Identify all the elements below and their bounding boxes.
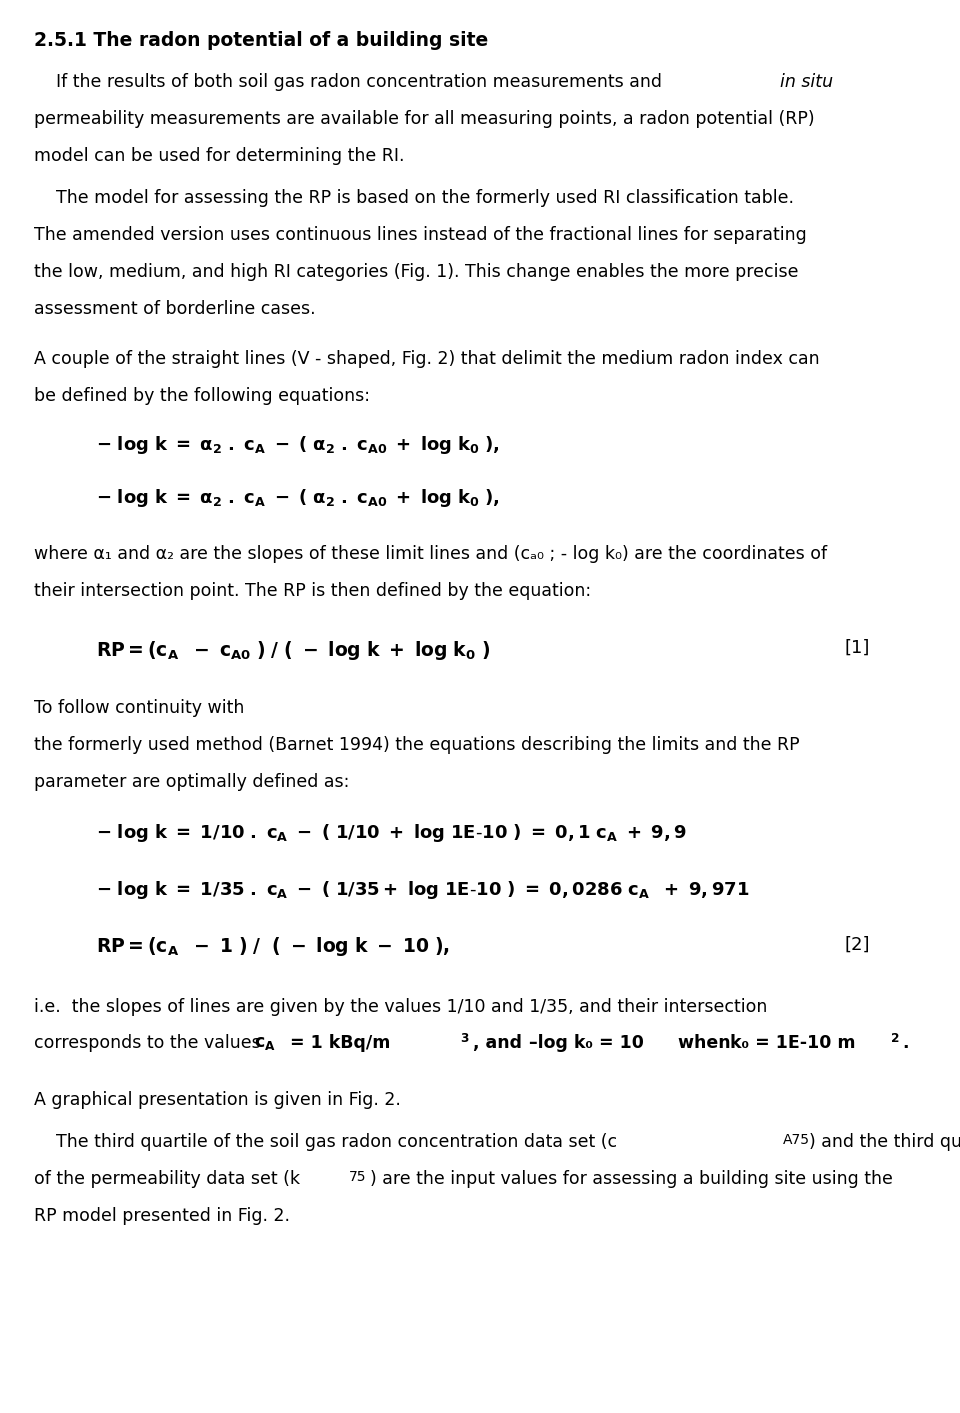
Text: [2]: [2] <box>845 935 871 954</box>
Text: The amended version uses continuous lines instead of the fractional lines for se: The amended version uses continuous line… <box>34 226 806 244</box>
Text: The third quartile of the soil gas radon concentration data set (c: The third quartile of the soil gas radon… <box>34 1133 616 1152</box>
Text: permeability measurements are available for all measuring points, a radon potent: permeability measurements are available … <box>34 110 814 129</box>
Text: $\mathbf{RP = ( c_A\ \ -\ 1\ )\ /\ \ (\ -\ log\ k\ -\ 10\ ),}$: $\mathbf{RP = ( c_A\ \ -\ 1\ )\ /\ \ (\ … <box>96 935 450 958</box>
Text: $\mathbf{-\ log\ k\ =\ 1/10\ .\ c_A\ -\ (\ 1/10\ +\ log\ 1E\text{-}10\ )\ =\ 0,1: $\mathbf{-\ log\ k\ =\ 1/10\ .\ c_A\ -\ … <box>96 822 686 845</box>
Text: parameter are optimally defined as:: parameter are optimally defined as: <box>34 773 349 791</box>
Text: = 1 kBq/m: = 1 kBq/m <box>284 1034 391 1053</box>
Text: 2.5.1 The radon potential of a building site: 2.5.1 The radon potential of a building … <box>34 31 488 49</box>
Text: $\mathbf{RP = ( c_A\ \ -\ c_{A0}\ )\ /\ (\ -\ log\ k\ +\ log\ k_0\ )}$: $\mathbf{RP = ( c_A\ \ -\ c_{A0}\ )\ /\ … <box>96 639 491 661</box>
Text: assessment of borderline cases.: assessment of borderline cases. <box>34 300 315 318</box>
Text: their intersection point. The RP is then defined by the equation:: their intersection point. The RP is then… <box>34 582 590 601</box>
Text: where α₁ and α₂ are the slopes of these limit lines and (cₐ₀ ; - log k₀) are the: where α₁ and α₂ are the slopes of these … <box>34 545 827 564</box>
Text: k₀ = 1E-10 m: k₀ = 1E-10 m <box>730 1034 855 1053</box>
Text: the formerly used method (Barnet 1994) the equations describing the limits and t: the formerly used method (Barnet 1994) t… <box>34 736 800 755</box>
Text: RP model presented in Fig. 2.: RP model presented in Fig. 2. <box>34 1207 290 1225</box>
Text: i.e.  the slopes of lines are given by the values 1/10 and 1/35, and their inter: i.e. the slopes of lines are given by th… <box>34 998 767 1016</box>
Text: If the results of both soil gas radon concentration measurements and: If the results of both soil gas radon co… <box>34 73 667 92</box>
Text: the low, medium, and high RI categories (Fig. 1). This change enables the more p: the low, medium, and high RI categories … <box>34 263 798 281</box>
Text: $\mathbf{^3}$: $\mathbf{^3}$ <box>460 1034 469 1053</box>
Text: $\mathbf{-\ log\ k\ =\ \alpha_2\ .\ c_A\ -\ (\ \alpha_2\ .\ c_{A0}\ +\ log\ k_0\: $\mathbf{-\ log\ k\ =\ \alpha_2\ .\ c_A\… <box>96 487 500 510</box>
Text: corresponds to the values: corresponds to the values <box>34 1034 266 1053</box>
Text: of the permeability data set (k: of the permeability data set (k <box>34 1170 300 1188</box>
Text: .: . <box>902 1034 909 1053</box>
Text: [1]: [1] <box>845 639 870 657</box>
Text: $\mathbf{-\ log\ k\ =\ 1/35\ .\ c_A\ -\ (\ 1/35+\ log\ 1E\text{-}10\ )\ =\ 0,028: $\mathbf{-\ log\ k\ =\ 1/35\ .\ c_A\ -\ … <box>96 879 750 901</box>
Text: $\mathbf{-\ log\ k\ =\ \alpha_2\ .\ c_A\ -\ (\ \alpha_2\ .\ c_{A0}\ +\ log\ k_0\: $\mathbf{-\ log\ k\ =\ \alpha_2\ .\ c_A\… <box>96 434 500 456</box>
Text: ) and the third quartile: ) and the third quartile <box>809 1133 960 1152</box>
Text: To follow continuity with: To follow continuity with <box>34 699 244 718</box>
Text: A graphical presentation is given in Fig. 2.: A graphical presentation is given in Fig… <box>34 1091 400 1109</box>
Text: $\mathbf{^2}$: $\mathbf{^2}$ <box>890 1034 900 1053</box>
Text: $\mathbf{c_A}$: $\mathbf{c_A}$ <box>254 1034 276 1053</box>
Text: A couple of the straight lines (V - shaped, Fig. 2) that delimit the medium rado: A couple of the straight lines (V - shap… <box>34 350 819 369</box>
Text: , and: , and <box>473 1034 528 1053</box>
Text: ) are the input values for assessing a building site using the: ) are the input values for assessing a b… <box>370 1170 893 1188</box>
Text: model can be used for determining the RI.: model can be used for determining the RI… <box>34 147 404 165</box>
Text: in situ: in situ <box>780 73 832 92</box>
Text: 75: 75 <box>348 1170 366 1184</box>
Text: A75: A75 <box>782 1133 809 1147</box>
Text: The model for assessing the RP is based on the formerly used RI classification t: The model for assessing the RP is based … <box>34 189 794 208</box>
Text: –log k₀ = 10: –log k₀ = 10 <box>529 1034 644 1053</box>
Text: be defined by the following equations:: be defined by the following equations: <box>34 387 370 406</box>
Text: when: when <box>672 1034 736 1053</box>
